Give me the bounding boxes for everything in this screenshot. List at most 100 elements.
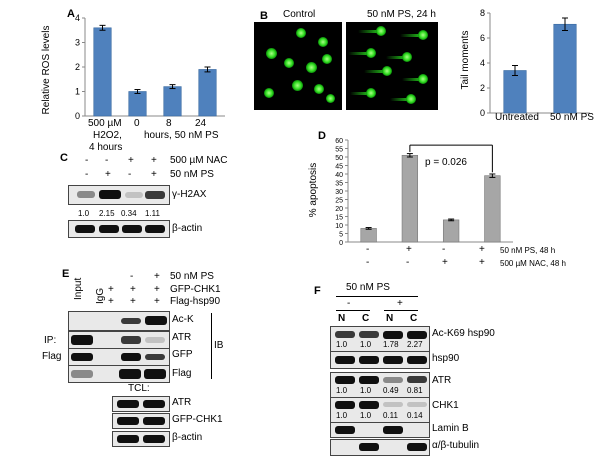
- y-tick-label: 3: [75, 38, 80, 48]
- y-tick-label: 4: [480, 58, 485, 68]
- d-row2-label: 500 µM NAC, 48 h: [500, 259, 566, 268]
- f-col-c1: C: [362, 313, 370, 324]
- e-blot-gfp-label: GFP: [172, 349, 193, 360]
- y-tick-label: 2: [75, 62, 80, 72]
- e-blot-gfp: [68, 348, 170, 366]
- e-blot-ack-label: Ac-K: [172, 314, 194, 325]
- comet-treated-image: [346, 22, 438, 110]
- y-tick-label: 5: [339, 232, 343, 239]
- bar: [128, 91, 147, 117]
- e-tcl-atr-label: ATR: [172, 397, 192, 408]
- f-blot-laminb: [330, 422, 430, 438]
- f-ack-quant-4: 2.27: [407, 340, 423, 349]
- f-blot-atr-label: ATR: [432, 375, 452, 386]
- e-col-input: Input: [73, 277, 84, 300]
- bar: [93, 27, 112, 117]
- d-sign-r1-3: -: [442, 244, 446, 255]
- c-row2-label: 50 nM PS: [170, 169, 214, 180]
- f-ack-quant-1: 1.0: [336, 340, 348, 349]
- d-sign-r2-2: -: [406, 257, 410, 268]
- panel-d-letter: D: [318, 130, 326, 142]
- c-quant-1: 1.0: [78, 209, 90, 218]
- panel-c-letter: C: [60, 152, 68, 164]
- e-ib-bracket: [207, 313, 212, 379]
- e-blot-atr: [68, 331, 170, 349]
- f-ack-quant-3: 1.78: [383, 340, 399, 349]
- d-sign-r2-3: +: [442, 257, 448, 268]
- bar: [163, 86, 182, 117]
- panel-a-sub2: 4 hours: [89, 142, 123, 153]
- panel-a-cat-label-2: 0: [134, 118, 140, 129]
- f-blot-hsp90: [330, 351, 430, 369]
- d-sign-r1-4: +: [479, 244, 485, 255]
- c-blot-actin: [68, 220, 170, 238]
- f-blot-ack69-label: Ac-K69 hsp90: [432, 328, 495, 339]
- d-sign-r1-2: +: [406, 244, 412, 255]
- control-label: Control: [283, 9, 316, 20]
- f-blot-laminb-label: Lamin B: [432, 423, 469, 434]
- e-ib-label: IB: [214, 340, 224, 351]
- f-sign-plus: +: [397, 298, 403, 309]
- bar: [503, 70, 527, 114]
- y-tick-label: 0: [339, 240, 343, 247]
- panel-a-cat-label-4: 24: [195, 118, 207, 129]
- d-row1-label: 50 nM PS, 48 h: [500, 246, 556, 255]
- y-tick-label: 50: [335, 155, 343, 162]
- e-blot-atr-label: ATR: [172, 332, 192, 343]
- y-tick-label: 20: [335, 206, 343, 213]
- c-sign-r1-3: +: [128, 155, 134, 166]
- e-tcl-blot-actin: [112, 431, 170, 447]
- f-col-n2: N: [386, 313, 394, 324]
- f-plus-line: [384, 310, 418, 311]
- e-row3-label: Flag-hsp90: [170, 296, 221, 307]
- d-sign-r2-1: -: [366, 257, 370, 268]
- f-ack-quant-2: 1.0: [360, 340, 372, 349]
- e-sign-r2-3: +: [154, 284, 160, 295]
- panel-b-chart: 0 2 4 6 8: [480, 8, 590, 118]
- c-blot-actin-label: β-actin: [172, 223, 203, 234]
- d-pvalue: p = 0.026: [425, 157, 467, 168]
- y-tick-label: 2: [480, 83, 485, 93]
- e-tcl-blot-gfp: [112, 413, 170, 429]
- panel-f-letter: F: [314, 285, 321, 297]
- e-sign-r2-2: +: [130, 284, 136, 295]
- c-sign-r2-3: -: [128, 169, 132, 180]
- f-col-n1: N: [338, 313, 346, 324]
- y-tick-label: 6: [480, 33, 485, 43]
- y-tick-label: 30: [335, 189, 343, 196]
- e-ip-label: IP:: [44, 335, 57, 346]
- panel-a-ylabel: Relative ROS levels: [41, 25, 52, 115]
- panel-a-sub1: H2O2,: [93, 130, 122, 141]
- e-tcl-gfp-label: GFP-CHK1: [172, 414, 223, 425]
- c-quant-3: 0.34: [121, 209, 137, 218]
- c-quant-4: 1.11: [145, 209, 160, 218]
- panel-b-letter: B: [260, 10, 268, 22]
- y-tick-label: 4: [75, 13, 80, 23]
- y-tick-label: 15: [335, 215, 343, 222]
- c-sign-r1-1: -: [85, 155, 89, 166]
- y-tick-label: 25: [335, 198, 343, 205]
- e-flag-label: Flag: [42, 351, 62, 362]
- c-sign-r2-4: +: [151, 169, 157, 180]
- e-tcl-blot-atr: [112, 396, 170, 412]
- f-ps-label: 50 nM PS: [346, 282, 390, 293]
- e-tcl-label: TCL:: [128, 383, 150, 394]
- d-sign-r2-4: +: [479, 257, 485, 268]
- bar: [360, 228, 377, 243]
- e-sign-r3-2: +: [130, 296, 136, 307]
- panel-a-letter: A: [67, 8, 75, 20]
- e-tcl-actin-label: β-actin: [172, 432, 203, 443]
- f-ps-line: [336, 296, 418, 297]
- f-atr-quant-2: 1.0: [360, 386, 372, 395]
- panel-a-cat-label-1: 500 µM: [88, 118, 122, 129]
- f-minus-line: [336, 310, 370, 311]
- y-tick-label: 8: [480, 8, 485, 18]
- e-blot-flag-label: Flag: [172, 368, 192, 379]
- e-sign-r2-1: +: [108, 284, 114, 295]
- f-atr-quant-4: 0.81: [407, 386, 423, 395]
- y-tick-label: 0: [75, 111, 80, 120]
- f-chk1-quant-2: 1.0: [360, 411, 372, 420]
- c-sign-r1-4: +: [151, 155, 157, 166]
- bar: [198, 69, 217, 117]
